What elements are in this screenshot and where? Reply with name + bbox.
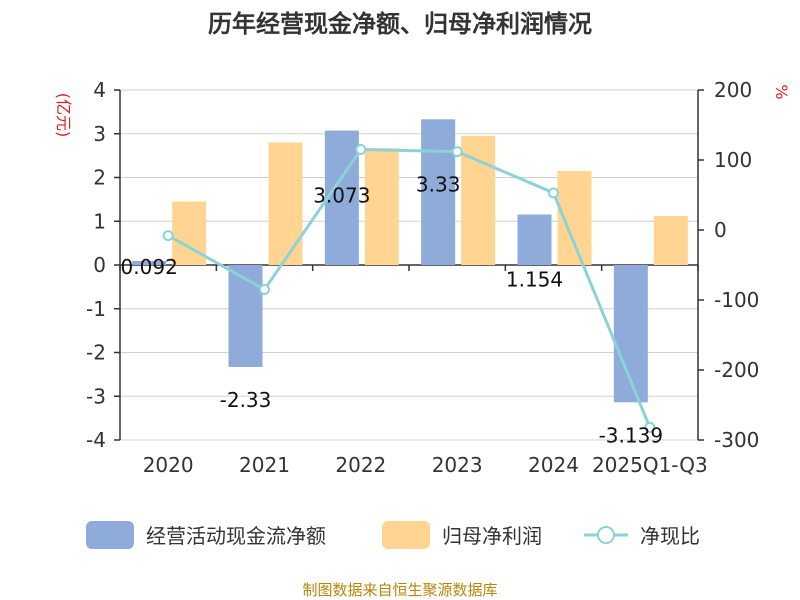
bar-cash-flow (421, 119, 456, 265)
legend-label-cash-flow: 经营活动现金流净额 (146, 524, 326, 548)
legend-swatch-net-profit (382, 521, 430, 549)
right-axis-unit: % (772, 84, 791, 99)
data-label-cash-flow: 0.092 (121, 255, 178, 279)
data-label-cash-flow: 3.073 (313, 184, 370, 208)
legend-marker-ratio (597, 526, 615, 544)
ratio-point (548, 187, 559, 199)
left-tick-label: -4 (86, 428, 106, 452)
data-label-cash-flow: 1.154 (506, 268, 563, 292)
right-tick-label: -200 (714, 358, 759, 382)
bar-net-profit (268, 142, 303, 265)
left-tick-label: -1 (86, 297, 106, 321)
bar-net-profit (461, 135, 496, 265)
x-tick-label: 2020 (143, 453, 194, 477)
x-tick-label: 2021 (239, 453, 290, 477)
left-tick-label: 0 (93, 253, 106, 277)
ratio-point (162, 230, 174, 242)
ratio-point (355, 144, 367, 155)
x-tick-label: 2022 (335, 453, 386, 477)
left-tick-label: -2 (86, 341, 106, 365)
left-tick-label: 2 (93, 166, 106, 190)
ratio-point (644, 421, 656, 433)
bar-cash-flow (324, 130, 359, 265)
legend-label-ratio: 净现比 (640, 524, 700, 548)
bar-cash-flow (517, 214, 552, 265)
right-tick-label: -300 (714, 428, 759, 452)
grid-lines (120, 89, 698, 441)
right-tick-label: 0 (714, 218, 727, 242)
ratio-point (451, 146, 463, 158)
x-tick-label: 2024 (528, 453, 579, 477)
left-tick-label: 1 (93, 209, 106, 233)
x-tick-label: 2025Q1-Q3 (592, 453, 708, 477)
bar-net-profit (653, 216, 688, 265)
data-labels: 0.092 -2.33 3.073 3.33 1.154 -3.139 (121, 172, 664, 447)
legend-label-net-profit: 归母净利润 (442, 524, 542, 548)
ratio-line-path (167, 147, 652, 428)
bar-cash-flow (228, 265, 263, 367)
data-label-cash-flow: -3.139 (599, 423, 663, 447)
left-tick-label: 4 (93, 78, 106, 102)
right-tick-label: -100 (714, 288, 759, 312)
left-axis-unit: (亿元) (54, 93, 73, 138)
axes: 4 3 2 1 0 -1 -2 -3 -4 200 100 0 -100 -200 -300 2020 2021… (86, 78, 759, 477)
data-label-cash-flow: -2.33 (220, 388, 272, 412)
legend: 经营活动现金流净额 归母净利润 净现比 (86, 521, 700, 549)
ratio-line (162, 144, 656, 433)
legend-swatch-cash-flow (86, 521, 134, 549)
right-tick-label: 100 (714, 148, 752, 172)
bar-net-profit (364, 148, 399, 265)
left-tick-label: -3 (86, 384, 106, 408)
bar-cash-flow (132, 260, 167, 265)
x-tick-label: 2023 (432, 453, 483, 477)
right-tick-label: 200 (714, 78, 752, 102)
source-note: 制图数据来自恒生聚源数据库 (302, 581, 497, 599)
left-tick-label: 3 (93, 122, 106, 146)
chart-title: 历年经营现金净额、归母净利润情况 (208, 10, 592, 38)
ratio-point (259, 284, 270, 295)
data-label-cash-flow: 3.33 (416, 172, 461, 196)
